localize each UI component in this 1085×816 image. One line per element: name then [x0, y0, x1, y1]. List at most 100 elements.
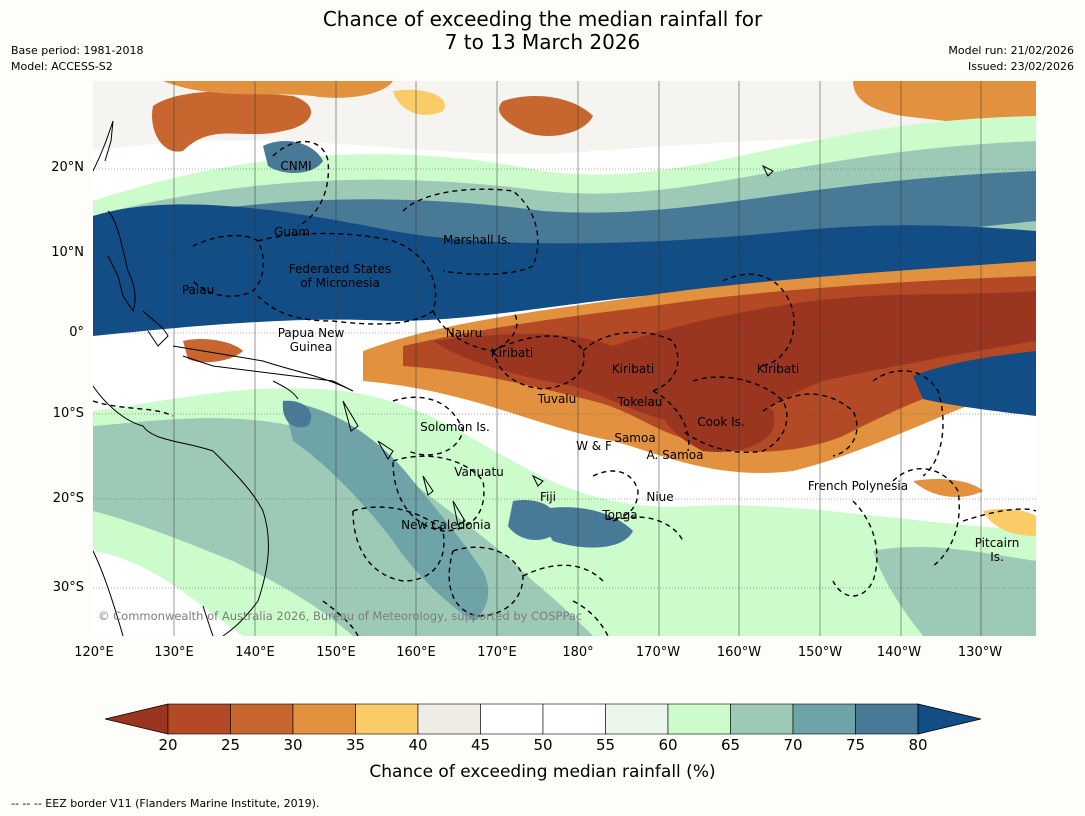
model-run: Model run: 21/02/2026: [948, 44, 1074, 57]
colorbar-cells: [105, 703, 981, 735]
lon-label-180: 180°: [562, 645, 594, 660]
base-period: Base period: 1981-2018: [11, 44, 144, 57]
region-png-2: Guinea: [289, 340, 333, 354]
colorbar-cell: [230, 703, 294, 735]
field-south-blue: [283, 401, 489, 621]
field-tonga-blue: [533, 507, 633, 548]
colorbar-tick-label: 60: [658, 736, 678, 754]
colorbar-cell: [292, 703, 356, 735]
field-south-se-teal: [873, 546, 1036, 636]
region-pitcairn-1: Pitcairn: [974, 536, 1020, 550]
region-french-polynesia: French Polynesia: [807, 479, 909, 493]
region-niue: Niue: [646, 490, 674, 504]
lat-label-0: 0°: [69, 325, 84, 340]
field-north-orange-1: [152, 91, 312, 152]
colorbar-cell: [480, 703, 544, 735]
meta-right: Model run: 21/02/2026 Issued: 23/02/2026: [948, 43, 1074, 75]
region-solomon: Solomon Is.: [420, 420, 490, 434]
region-marshall: Marshall Is.: [443, 233, 511, 247]
lon-label-140w: 140°W: [876, 645, 922, 660]
region-guam: Guam: [274, 225, 310, 239]
colorbar-cell: [667, 703, 731, 735]
region-fsm-1: Federated States: [288, 262, 392, 276]
colorbar-tick-label: 75: [845, 736, 866, 754]
lat-label-20s: 20°S: [52, 491, 84, 506]
field-itcz-blue: [93, 204, 1036, 336]
coastlines: [93, 120, 774, 636]
lon-label-120e: 120°E: [74, 645, 114, 660]
colorbar-extend-high: [917, 703, 981, 735]
region-palau: Palau: [181, 283, 215, 297]
region-samoa: Samoa: [614, 431, 656, 445]
colorbar-cell: [792, 703, 856, 735]
region-new-caledonia: New Caledonia: [401, 518, 491, 532]
colorbar-tick-label: 20: [158, 736, 178, 754]
colorbar-tick-label: 30: [283, 736, 303, 754]
meridians: [173, 81, 982, 636]
colorbar-cell: [167, 703, 231, 735]
colorbar-tick-label: 40: [408, 736, 428, 754]
lat-label-20n: 20°N: [51, 160, 84, 175]
rainfall-map: [93, 81, 1036, 636]
issued-date: Issued: 23/02/2026: [967, 60, 1074, 73]
eez-legend: -- -- -- EEZ border V11 (Flanders Marine…: [11, 797, 320, 810]
region-fsm-2: of Micronesia: [300, 276, 380, 290]
colorbar-cell: [355, 703, 419, 735]
colorbar-tick-label: 55: [595, 736, 616, 754]
colorbar-tick-label: 65: [720, 736, 741, 754]
field-east-blue: [913, 351, 1036, 416]
map-title: Chance of exceeding the median rainfall …: [0, 8, 1085, 54]
region-vanuatu: Vanuatu: [454, 465, 504, 479]
lon-label-140e: 140°E: [235, 645, 275, 660]
colorbar-cell: [855, 703, 919, 735]
lon-label-130w: 130°W: [957, 645, 1003, 660]
field-north-orange-4: [499, 96, 593, 136]
model-name: Model: ACCESS-S2: [11, 60, 113, 73]
colorbar: [105, 703, 981, 735]
colorbar-tick-label: 35: [345, 736, 366, 754]
region-kiribati-west: Kiribati: [490, 346, 534, 360]
field-pitcairn-yellow: [983, 508, 1036, 536]
field-dry-darkest: [433, 291, 1036, 426]
lon-label-150w: 150°W: [797, 645, 843, 660]
copyright-notice: © Commonwealth of Australia 2026, Bureau…: [98, 609, 583, 623]
meta-left: Base period: 1981-2018 Model: ACCESS-S2: [11, 43, 143, 75]
region-american-samoa: A. Samoa: [646, 448, 704, 462]
colorbar-tick-label: 70: [783, 736, 803, 754]
title-line-2: 7 to 13 March 2026: [444, 30, 641, 54]
colorbar-label: Chance of exceeding median rainfall (%): [369, 762, 716, 782]
field-dry-cook: [660, 386, 775, 452]
region-cook: Cook Is.: [697, 415, 745, 429]
colorbar-cell: [542, 703, 606, 735]
graticule: [93, 168, 1036, 589]
colorbar-cell: [417, 703, 481, 735]
region-tuvalu: Tuvalu: [537, 392, 577, 406]
region-tonga: Tonga: [602, 508, 638, 522]
colorbar-tick-label: 45: [470, 736, 491, 754]
region-cnmi: CNMI: [280, 159, 312, 173]
lon-label-170w: 170°W: [635, 645, 681, 660]
region-fiji: Fiji: [539, 490, 557, 504]
eez-borders: [93, 140, 1036, 636]
region-wf: W & F: [576, 439, 612, 453]
lon-label-160e: 160°E: [396, 645, 436, 660]
lat-label-10n: 10°N: [51, 245, 84, 260]
lon-label-130e: 130°E: [154, 645, 194, 660]
field-blue-cnmi: [263, 141, 323, 173]
lat-label-30s: 30°S: [52, 580, 84, 595]
field-north-yellow: [393, 89, 445, 115]
region-tokelau: Tokelau: [617, 395, 663, 409]
colorbar-extend-low: [105, 703, 169, 735]
field-south-darkblue-2: [282, 400, 312, 428]
lon-label-160w: 160°W: [716, 645, 762, 660]
title-line-1: Chance of exceeding the median rainfall …: [322, 7, 763, 31]
region-pitcairn-2: Is.: [990, 550, 1004, 564]
field-north-orange-2: [163, 81, 393, 98]
colorbar-cell: [605, 703, 669, 735]
field-dry-png: [183, 339, 243, 363]
colorbar-tick-label: 50: [533, 736, 553, 754]
lon-label-150e: 150°E: [316, 645, 356, 660]
colorbar-cell: [730, 703, 794, 735]
colorbar-tick-label: 80: [908, 736, 928, 754]
field-french-poly-orange: [913, 479, 983, 497]
